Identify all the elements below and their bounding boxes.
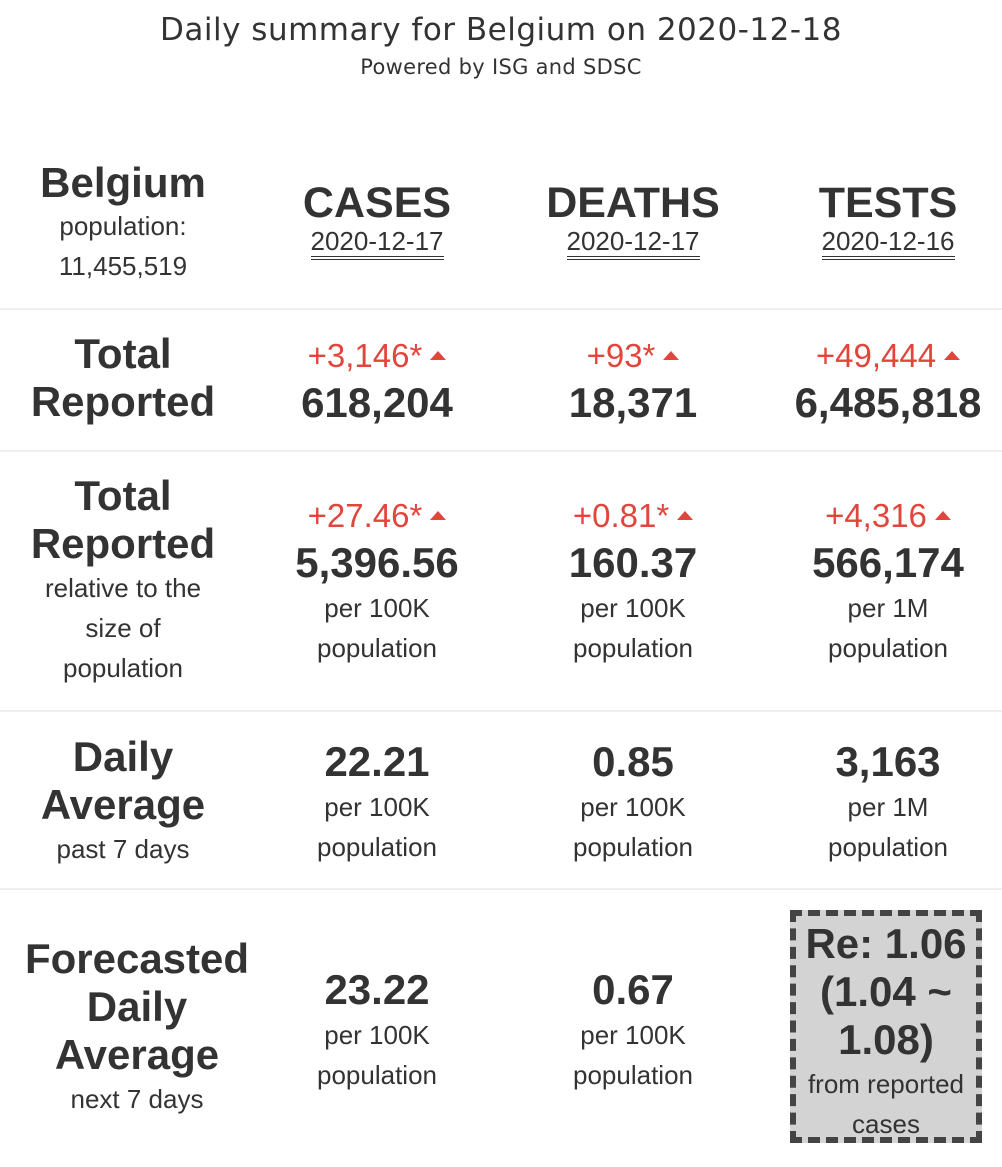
- region-name: Belgium: [40, 159, 206, 206]
- column-title: TESTS: [818, 179, 958, 227]
- cases-forecast-cell: 23.22 per 100K population: [252, 965, 502, 1095]
- total-value: 618,204: [301, 379, 453, 426]
- total-value: 6,485,818: [794, 379, 982, 426]
- deaths-relative-cell: +0.81* 160.37 per 100K population: [508, 494, 758, 668]
- unit-line: per 100K: [324, 792, 430, 822]
- page-subtitle: Powered by ISG and SDSC: [360, 55, 642, 79]
- row-label: Forecasted Daily Average next 7 days: [14, 935, 260, 1119]
- daily-value: 22.21: [324, 738, 430, 785]
- re-line: (1.04 ~: [820, 968, 952, 1015]
- unit-line: per 100K: [324, 593, 430, 623]
- daily-average-row: Daily Average past 7 days 22.21 per 100K…: [0, 733, 1002, 883]
- population-value: 11,455,519: [58, 251, 188, 281]
- tests-total-cell: +49,444 6,485,818: [763, 334, 1002, 428]
- relative-row: Total Reported relative to the size of p…: [0, 472, 1002, 702]
- cases-daily-cell: 22.21 per 100K population: [252, 737, 502, 867]
- delta-value: +93*: [508, 334, 758, 378]
- cases-total-cell: +3,146* 618,204: [252, 334, 502, 428]
- daily-value: 0.85: [592, 738, 674, 785]
- unit-line: per 1M: [847, 792, 929, 822]
- row-divider: [0, 308, 1002, 310]
- unit-line: population: [317, 832, 437, 862]
- delta-value: +0.81*: [508, 494, 758, 538]
- up-arrow-icon: [677, 510, 694, 520]
- deaths-total-cell: +93* 18,371: [508, 334, 758, 428]
- row-divider: [0, 710, 1002, 712]
- column-date: 2020-12-17: [566, 226, 700, 260]
- column-title: CASES: [302, 179, 452, 227]
- tests-relative-cell: +4,316 566,174 per 1M population: [763, 494, 1002, 668]
- row-divider: [0, 888, 1002, 890]
- row-label-line: Reported: [30, 520, 216, 567]
- row-sublabel: past 7 days: [56, 834, 190, 864]
- row-sublabel: next 7 days: [70, 1084, 204, 1114]
- column-date: 2020-12-16: [821, 226, 955, 260]
- row-label-line: Daily: [72, 733, 174, 780]
- row-sublabel: population: [63, 653, 183, 683]
- row-label-line: Average: [40, 781, 206, 828]
- row-label-line: Daily: [86, 983, 188, 1030]
- delta-value: +4,316: [763, 494, 1002, 538]
- re-line: 1.08): [838, 1016, 934, 1063]
- row-label-line: Forecasted: [24, 935, 250, 982]
- delta-value: +3,146*: [252, 334, 502, 378]
- row-sublabel: relative to the: [44, 573, 202, 603]
- deaths-daily-cell: 0.85 per 100K population: [508, 737, 758, 867]
- up-arrow-icon: [663, 350, 680, 360]
- row-label: Total Reported: [0, 330, 246, 426]
- deaths-forecast-cell: 0.67 per 100K population: [508, 965, 758, 1095]
- unit-line: population: [828, 832, 948, 862]
- relative-value: 5,396.56: [295, 539, 459, 586]
- unit-line: per 1M: [847, 593, 929, 623]
- row-label-line: Total: [74, 472, 172, 519]
- unit-line: population: [317, 1060, 437, 1090]
- unit-line: population: [573, 633, 693, 663]
- up-arrow-icon: [430, 350, 447, 360]
- population-label: population:: [59, 211, 187, 241]
- row-label: Total Reported relative to the size of p…: [0, 472, 246, 688]
- unit-line: per 100K: [324, 1020, 430, 1050]
- tests-daily-cell: 3,163 per 1M population: [763, 737, 1002, 867]
- forecast-value: 0.67: [592, 966, 674, 1013]
- unit-line: per 100K: [580, 593, 686, 623]
- row-label: Daily Average past 7 days: [0, 733, 246, 869]
- re-line: Re: 1.06: [805, 920, 967, 967]
- unit-line: population: [573, 832, 693, 862]
- up-arrow-icon: [934, 510, 951, 520]
- re-sublabel: from reported: [807, 1069, 965, 1099]
- column-date: 2020-12-17: [310, 226, 444, 260]
- row-label-line: Reported: [30, 378, 216, 425]
- unit-line: per 100K: [580, 1020, 686, 1050]
- forecast-row: Forecasted Daily Average next 7 days 23.…: [0, 935, 1002, 1135]
- cases-relative-cell: +27.46* 5,396.56 per 100K population: [252, 494, 502, 668]
- column-title: DEATHS: [546, 179, 720, 227]
- re-box: Re: 1.06 (1.04 ~ 1.08) from reported cas…: [790, 910, 982, 1143]
- column-header-tests: TESTS 2020-12-16: [763, 180, 1002, 260]
- row-label-line: Total: [74, 330, 172, 377]
- relative-value: 566,174: [812, 539, 964, 586]
- unit-line: per 100K: [580, 792, 686, 822]
- up-arrow-icon: [944, 350, 961, 360]
- delta-value: +49,444: [763, 334, 1002, 378]
- total-value: 18,371: [568, 379, 698, 426]
- column-header-cases: CASES 2020-12-17: [252, 180, 502, 260]
- forecast-value: 23.22: [324, 966, 430, 1013]
- relative-value: 160.37: [568, 539, 698, 586]
- re-sublabel: cases: [852, 1109, 920, 1139]
- delta-value: +27.46*: [252, 494, 502, 538]
- total-reported-row: Total Reported +3,146* 618,204 +93* 18,3…: [0, 330, 1002, 440]
- header-row: Belgium population: 11,455,519 CASES 202…: [0, 160, 1002, 300]
- unit-line: population: [573, 1060, 693, 1090]
- column-header-deaths: DEATHS 2020-12-17: [508, 180, 758, 260]
- unit-line: population: [317, 633, 437, 663]
- row-divider: [0, 450, 1002, 452]
- daily-value: 3,163: [835, 738, 941, 785]
- page-title: Daily summary for Belgium on 2020-12-18: [160, 12, 842, 48]
- unit-line: population: [828, 633, 948, 663]
- row-sublabel: size of: [85, 613, 161, 643]
- up-arrow-icon: [430, 510, 447, 520]
- region-cell: Belgium population: 11,455,519: [0, 160, 246, 286]
- re-value: Re: 1.06 (1.04 ~ 1.08): [796, 916, 976, 1064]
- row-label-line: Average: [54, 1031, 220, 1078]
